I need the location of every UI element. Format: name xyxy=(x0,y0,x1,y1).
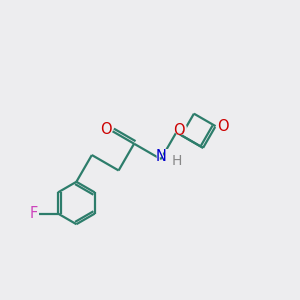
Text: N: N xyxy=(154,148,169,166)
Text: H: H xyxy=(171,154,182,168)
Text: O: O xyxy=(172,121,186,139)
Text: O: O xyxy=(99,121,113,139)
Text: O: O xyxy=(217,119,228,134)
Text: O: O xyxy=(100,122,112,137)
Text: O: O xyxy=(173,122,185,137)
Text: F: F xyxy=(28,205,40,223)
Text: N: N xyxy=(156,149,167,164)
Text: O: O xyxy=(215,118,230,136)
Text: F: F xyxy=(29,206,38,221)
